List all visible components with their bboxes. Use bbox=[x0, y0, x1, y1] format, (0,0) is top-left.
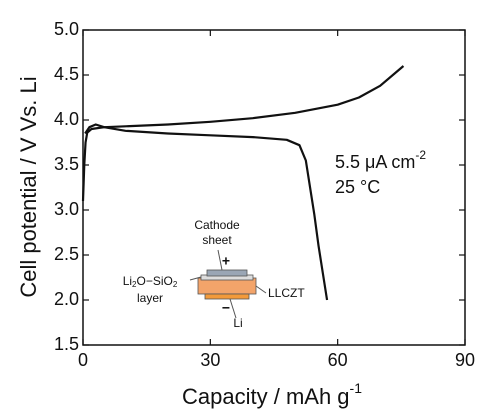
layer-sub: 2 bbox=[132, 280, 137, 289]
current-sup: -2 bbox=[415, 148, 426, 162]
li-anode bbox=[204, 293, 250, 300]
y-tick-label: 2.5 bbox=[54, 244, 79, 264]
y-axis-label: Cell potential / V Vs. Li bbox=[16, 76, 41, 297]
curve bbox=[81, 65, 405, 202]
minus-sign: − bbox=[222, 300, 230, 316]
x-tick-label: 0 bbox=[78, 350, 88, 370]
x-tick-label: 60 bbox=[328, 350, 348, 370]
x-axis-label-text: Capacity / mAh g bbox=[182, 384, 350, 409]
current-annotation: 5.5 μA cm-2 bbox=[335, 148, 426, 172]
current-text: 5.5 μA cm bbox=[335, 152, 415, 172]
y-tick-label: 1.5 bbox=[54, 334, 79, 354]
x-tick-label: 30 bbox=[200, 350, 220, 370]
cathode-label: sheet bbox=[202, 233, 232, 247]
cathode-label: Cathode bbox=[194, 218, 240, 232]
pointer bbox=[255, 285, 267, 294]
y-tick-label: 4.5 bbox=[54, 64, 79, 84]
plus-sign: + bbox=[222, 253, 230, 269]
y-tick-label: 3.5 bbox=[54, 154, 79, 174]
x-axis-label-sup: -1 bbox=[350, 380, 363, 396]
temperature-annotation: 25 °C bbox=[335, 177, 380, 197]
pointer bbox=[189, 276, 202, 281]
y-tick-label: 5.0 bbox=[54, 19, 79, 39]
cathode-sheet bbox=[206, 269, 248, 277]
y-tick-label: 3.0 bbox=[54, 199, 79, 219]
li-label: Li bbox=[233, 316, 242, 330]
curve bbox=[84, 123, 329, 301]
pointer bbox=[229, 298, 237, 319]
layer-label: Li2O−SiO2 bbox=[123, 274, 178, 289]
y-tick-label: 2.0 bbox=[54, 289, 79, 309]
llczt-label: LLCZT bbox=[268, 286, 305, 300]
layer-label: layer bbox=[137, 291, 163, 305]
pointer bbox=[217, 249, 223, 271]
x-axis-label: Capacity / mAh g-1 bbox=[182, 380, 362, 409]
y-tick-label: 4.0 bbox=[54, 109, 79, 129]
layer-sub: 2 bbox=[173, 280, 178, 289]
x-tick-label: 90 bbox=[455, 350, 475, 370]
inset-diagram: Cathode sheet + − Li2O−SiO2 layer LLCZT … bbox=[123, 218, 306, 330]
layer-text: O−SiO bbox=[136, 274, 172, 288]
layer-text: Li bbox=[123, 274, 132, 288]
